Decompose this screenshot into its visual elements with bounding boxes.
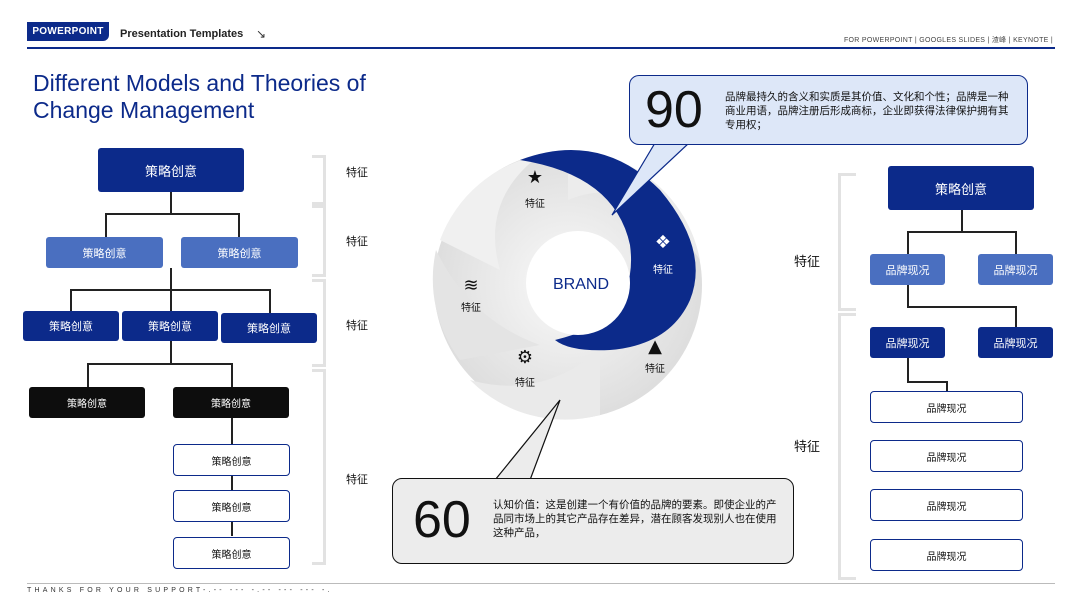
connector bbox=[907, 358, 909, 382]
layers-icon: ≋ bbox=[463, 275, 479, 296]
callout-top bbox=[629, 75, 1028, 145]
left-tree-node[interactable]: 策略创意 bbox=[173, 537, 290, 569]
callout-bottom-text: 认知价值：这是创建一个有价值的品牌的要素。即使企业的产品同市场上的其它产品存在差… bbox=[493, 499, 777, 539]
connector bbox=[87, 363, 89, 387]
brand-label: BRAND bbox=[553, 276, 610, 293]
connector bbox=[70, 289, 72, 311]
right-list-item[interactable]: 品牌现况 bbox=[870, 489, 1023, 521]
callout-bottom bbox=[392, 478, 794, 564]
connector bbox=[1015, 306, 1017, 327]
connector bbox=[170, 289, 172, 311]
right-list-item[interactable]: 品牌现况 bbox=[870, 440, 1023, 472]
page-title-line1: Different Models and Theories of bbox=[33, 70, 366, 96]
bracket bbox=[312, 369, 326, 565]
right-tree-node[interactable]: 品牌现况 bbox=[870, 327, 945, 358]
right-tree-root[interactable]: 策略创意 bbox=[888, 166, 1034, 210]
wheel-segment bbox=[440, 155, 540, 270]
connector bbox=[231, 363, 233, 387]
bracket bbox=[838, 313, 856, 580]
left-tree-node[interactable]: 策略创意 bbox=[173, 387, 289, 418]
wheel-segment-label: 特征 bbox=[515, 378, 535, 389]
footer-divider bbox=[27, 583, 1055, 584]
callout-top-text: 品牌最持久的含义和实质是其价值、文化和个性；品牌是一种商业用语，品牌注册后形成商… bbox=[725, 91, 1009, 131]
callout-top-number: 90 bbox=[645, 81, 703, 139]
feature-label: 特征 bbox=[346, 319, 368, 332]
connector bbox=[907, 231, 909, 254]
footer-text: THANKS FOR YOUR SUPPORT-.-- --- -.-- ---… bbox=[27, 587, 333, 594]
wheel-center bbox=[526, 231, 630, 335]
bracket bbox=[312, 279, 326, 367]
left-tree-root[interactable]: 策略创意 bbox=[98, 148, 244, 192]
right-tree-node[interactable]: 品牌现况 bbox=[978, 327, 1053, 358]
connector bbox=[946, 381, 948, 391]
connector bbox=[907, 285, 909, 307]
star-icon: ★ bbox=[526, 167, 544, 188]
right-tree-node[interactable]: 品牌现况 bbox=[870, 254, 945, 285]
connector bbox=[105, 213, 239, 215]
right-tree-node[interactable]: 品牌现况 bbox=[978, 254, 1053, 285]
feature-label: 特征 bbox=[794, 255, 821, 270]
connector bbox=[269, 289, 271, 313]
left-tree-node[interactable]: 策略创意 bbox=[122, 311, 218, 341]
right-list-item[interactable]: 品牌现况 bbox=[870, 539, 1023, 571]
page-title-line2: Change Management bbox=[33, 97, 255, 123]
left-tree-node[interactable]: 策略创意 bbox=[173, 444, 290, 476]
feature-label: 特征 bbox=[794, 440, 821, 455]
left-tree-node[interactable]: 策略创意 bbox=[23, 311, 119, 341]
connector bbox=[907, 381, 947, 383]
wheel-accent-segment bbox=[520, 150, 696, 351]
bracket bbox=[312, 155, 326, 205]
connector bbox=[907, 306, 1016, 308]
feature-label: 特征 bbox=[346, 166, 368, 179]
feature-label: 特征 bbox=[346, 235, 368, 248]
wheel-segment-label: 特征 bbox=[653, 265, 673, 276]
bracket bbox=[312, 205, 326, 277]
header-title: Presentation Templates bbox=[120, 28, 244, 40]
left-tree-node[interactable]: 策略创意 bbox=[29, 387, 145, 418]
page-title: Different Models and Theories of Change … bbox=[33, 70, 413, 124]
left-tree-node[interactable]: 策略创意 bbox=[46, 237, 163, 268]
connector bbox=[170, 341, 172, 364]
connector bbox=[87, 363, 232, 365]
wheel-segment-label: 特征 bbox=[461, 303, 481, 314]
left-tree-node[interactable]: 策略创意 bbox=[173, 490, 290, 522]
wheel-segment bbox=[470, 350, 600, 420]
callout-bottom-number: 60 bbox=[413, 491, 471, 549]
connector bbox=[170, 192, 172, 214]
wheel-segment-label: 特征 bbox=[645, 364, 665, 375]
wheel-segment bbox=[432, 250, 540, 360]
bracket bbox=[838, 173, 856, 311]
arrow-down-right-icon: ↘ bbox=[256, 27, 267, 41]
connector bbox=[238, 213, 240, 237]
gear-icon: ⚙ bbox=[516, 347, 534, 368]
connector bbox=[961, 210, 963, 232]
feature-label: 特征 bbox=[346, 473, 368, 486]
left-tree-node[interactable]: 策略创意 bbox=[221, 313, 317, 343]
connector bbox=[1015, 231, 1017, 254]
app-badge: POWERPOINT bbox=[27, 22, 109, 41]
header-divider bbox=[27, 47, 1055, 49]
right-list-item[interactable]: 品牌现况 bbox=[870, 391, 1023, 423]
wheel-segment-label: 特征 bbox=[525, 199, 545, 210]
connector bbox=[907, 231, 1016, 233]
warning-icon: ▲ bbox=[648, 336, 662, 357]
connector bbox=[170, 268, 172, 290]
connector bbox=[231, 418, 233, 536]
left-tree-node[interactable]: 策略创意 bbox=[181, 237, 298, 268]
connector bbox=[105, 213, 107, 237]
header-platforms: FOR POWERPOINT | GOOGLES SLIDES | 渣峰 | K… bbox=[843, 37, 1053, 44]
dropbox-icon: ❖ bbox=[654, 232, 672, 253]
